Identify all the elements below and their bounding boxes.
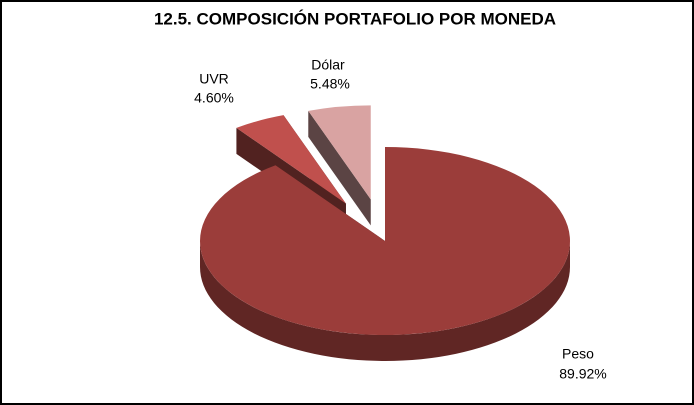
slice-value-label: 4.60% bbox=[194, 90, 234, 106]
chart-title: 12.5. COMPOSICIÓN PORTAFOLIO POR MONEDA bbox=[154, 9, 556, 28]
slice bbox=[200, 147, 571, 335]
slice-cut-face bbox=[308, 110, 371, 226]
slice-label: UVR bbox=[199, 71, 229, 87]
slice bbox=[308, 105, 371, 200]
slice bbox=[236, 115, 346, 204]
slice-wall bbox=[200, 241, 570, 361]
slice-label: Dólar bbox=[311, 57, 345, 73]
slice-value-label: 89.92% bbox=[559, 366, 606, 382]
slice-label: Peso bbox=[562, 346, 594, 362]
slice-value-label: 5.48% bbox=[310, 76, 350, 92]
